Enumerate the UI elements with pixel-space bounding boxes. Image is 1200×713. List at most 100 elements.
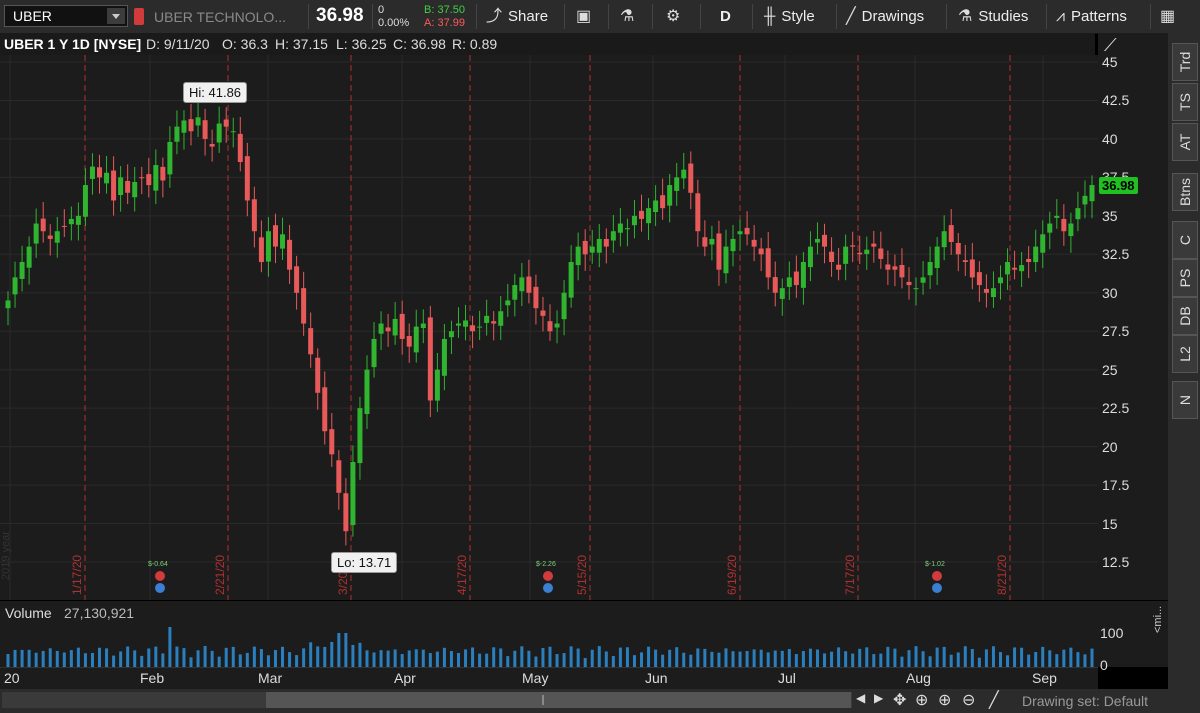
earnings-label: $-1.02 [925, 561, 945, 568]
settings-button[interactable]: ⚙ [666, 5, 680, 28]
scroll-left-icon[interactable]: ◀ [856, 691, 866, 705]
candle-body [484, 315, 490, 323]
candle-body [420, 323, 426, 329]
sidebar-tab-ps[interactable]: PS [1172, 259, 1198, 297]
volume-bar [478, 653, 482, 667]
sidebar-tab-ts[interactable]: TS [1172, 83, 1198, 121]
studies-button[interactable]: ⚗ Studies [958, 5, 1028, 28]
volume-bar [309, 642, 313, 667]
low-callout: Lo: 13.71 [331, 552, 398, 573]
scroll-thumb[interactable] [266, 692, 851, 708]
earnings-icon[interactable] [155, 571, 165, 581]
patterns-button[interactable]: ⩘ Patterns [1056, 5, 1127, 28]
volume-bar [879, 653, 883, 667]
candle-body [702, 237, 708, 247]
candle-body [174, 126, 180, 142]
drawing-set-label[interactable]: Drawing set: Default [1022, 693, 1149, 709]
volume-bar [590, 649, 594, 667]
candle-body [871, 243, 877, 247]
volume-bar [604, 651, 608, 667]
volume-chart[interactable] [0, 625, 1098, 667]
flag-icon[interactable] [134, 8, 144, 25]
sidebar-tab-trd[interactable]: Trd [1172, 43, 1198, 81]
volume-bar [801, 651, 805, 667]
volume-bar [830, 651, 834, 667]
date-marker-label: 4/17/20 [455, 555, 469, 595]
candle-body [1054, 215, 1060, 218]
volume-bar [1020, 647, 1024, 667]
symbol-input[interactable]: UBER [4, 5, 128, 27]
candle-body [969, 259, 975, 278]
volume-bar [62, 652, 66, 667]
sidebar-tab-c[interactable]: C [1172, 221, 1198, 259]
date-marker-label: 1/17/20 [70, 555, 84, 595]
sidebar-tab-n[interactable]: N [1172, 381, 1198, 419]
earnings-icon[interactable] [932, 571, 942, 581]
candle-body [1082, 195, 1088, 205]
sidebar-tab-at[interactable]: AT [1172, 123, 1198, 161]
candle-body [836, 264, 842, 270]
dividend-icon[interactable] [155, 583, 165, 593]
volume-bar [499, 648, 503, 667]
sidebar-tab-db[interactable]: DB [1172, 297, 1198, 335]
volume-bar [527, 650, 531, 667]
candle-body [1068, 223, 1074, 237]
zoom-in-icon[interactable]: ⊕ [938, 692, 952, 709]
volume-bar [724, 648, 728, 667]
style-button[interactable]: ╫ Style [764, 5, 815, 28]
dividend-icon[interactable] [543, 583, 553, 593]
scroll-track[interactable] [2, 692, 852, 708]
volume-bar [611, 655, 615, 667]
candles [5, 100, 1095, 546]
draw-line-icon[interactable]: ╱ [989, 692, 999, 709]
price-tick-label: 27.5 [1102, 323, 1130, 340]
alert-button[interactable]: ▣ [576, 5, 591, 28]
candle-body [195, 117, 201, 126]
volume-bars [6, 627, 1094, 667]
sidebar-tab-btns[interactable]: Btns [1172, 173, 1198, 211]
candle-body [1040, 234, 1046, 253]
drawings-label: Drawings [861, 8, 925, 25]
price-chart[interactable]: 1/17/20 2/21/20 3/20/20 4/17/20 5/15/20 6/19/… [0, 55, 1098, 600]
period-button[interactable]: D [720, 5, 731, 28]
candle-body [899, 264, 905, 278]
price-tick-label: 12.5 [1102, 554, 1130, 570]
candle-body [54, 231, 60, 243]
sidebar-tab-label: L2 [1177, 346, 1193, 362]
candle-body [237, 133, 243, 162]
drawings-button[interactable]: ╱ Drawings [846, 5, 924, 28]
sidebar-tab-l2[interactable]: L2 [1172, 335, 1198, 373]
volume-bar [48, 648, 52, 667]
candle-body [829, 251, 835, 262]
candlestick-chart[interactable]: 1/17/20 2/21/20 3/20/20 4/17/20 5/15/20 6/19/… [0, 55, 1098, 600]
style-label: Style [781, 8, 815, 25]
scroll-right-icon[interactable]: ▶ [874, 691, 884, 705]
flask-icon: ⚗ [620, 8, 635, 25]
pan-icon[interactable]: ✥ [893, 692, 907, 709]
time-axis[interactable]: 20 Feb Mar Apr May Jun Jul Aug Sep [0, 667, 1098, 690]
volume-bar [970, 648, 974, 667]
info-range: R: 0.89 [452, 36, 498, 52]
price-axis[interactable]: 4542.54037.53532.53027.52522.52017.51512… [1098, 33, 1168, 600]
symbol-dropdown-chevron-icon[interactable] [107, 8, 125, 24]
candle-body [885, 264, 891, 270]
zoom-out-icon[interactable]: ⊖ [962, 692, 976, 709]
candle-body [427, 317, 433, 401]
candle-body [723, 246, 729, 274]
more-button[interactable]: ▦ [1160, 5, 1175, 28]
volume-bar [400, 654, 404, 667]
price-tick-label: 15 [1102, 515, 1118, 532]
earnings-icon[interactable] [543, 571, 553, 581]
volume-bar [576, 648, 580, 667]
volume-bar [1076, 652, 1080, 667]
candle-body [455, 323, 461, 326]
candle-body [920, 277, 926, 283]
flask-button[interactable]: ⚗ [620, 5, 634, 28]
volume-bar [386, 650, 390, 667]
crosshair-icon[interactable]: ⊕ [915, 692, 929, 709]
candle-body [857, 252, 863, 255]
volume-bar [731, 651, 735, 667]
dividend-icon[interactable] [932, 583, 942, 593]
share-button[interactable]: ⤴ Share [486, 5, 548, 28]
scale-icon[interactable]: ⟋ [1104, 35, 1117, 55]
